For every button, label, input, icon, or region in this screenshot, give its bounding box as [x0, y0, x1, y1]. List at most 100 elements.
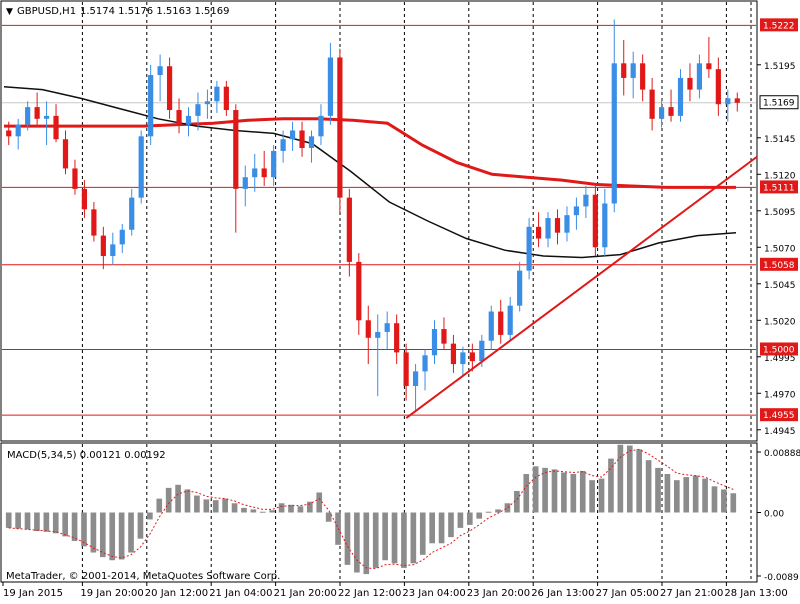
- macd-histogram-bar: [325, 512, 332, 522]
- macd-histogram-bar: [476, 512, 483, 519]
- trendline-segment: [405, 155, 758, 419]
- level-price-tag-label: 1.5222: [763, 21, 795, 31]
- candle-body: [545, 218, 551, 239]
- candle-body: [715, 69, 721, 105]
- macd-histogram-bar: [617, 444, 624, 513]
- candle-body: [602, 203, 608, 248]
- candle-body: [554, 218, 561, 233]
- candle-body: [498, 311, 504, 335]
- candle-body: [166, 66, 173, 111]
- candle-body: [223, 86, 229, 111]
- candle-body: [15, 124, 21, 137]
- x-tick-label: 22 Jan 12:00: [338, 588, 401, 599]
- candle-body: [204, 101, 211, 105]
- candle-body: [535, 226, 542, 239]
- macd-histogram-bar: [702, 478, 708, 513]
- candle-body: [583, 194, 589, 207]
- x-tick-label: 23 Jan 20:00: [467, 588, 530, 599]
- macd-histogram-bar: [24, 512, 31, 530]
- candle-body: [100, 235, 106, 257]
- x-tick-label: 19 Jan 20:00: [80, 588, 143, 599]
- x-tick-label: 26 Jan 13:00: [531, 588, 594, 599]
- y-tick-label: 1.5045: [764, 281, 796, 291]
- macd-histogram-bar: [128, 512, 134, 553]
- macd-histogram-bar: [504, 503, 511, 513]
- candle-body: [356, 261, 362, 321]
- macd-histogram-bar: [608, 458, 614, 513]
- price-axis: 1.5195 1.5145 1.5120 1.5095 1.5070 1.5045 1.50…: [757, 18, 799, 437]
- macd-histogram-bar: [598, 478, 605, 513]
- macd-y-tick-label: 0.00: [764, 510, 784, 520]
- candle-body: [611, 63, 617, 204]
- macd-histogram-bar: [118, 512, 125, 560]
- macd-histogram-bar: [711, 486, 718, 513]
- collapse-arrow-icon[interactable]: ▼: [6, 7, 13, 17]
- candle-body: [34, 107, 40, 119]
- y-tick-label: 1.5120: [764, 171, 796, 181]
- copyright-watermark: MetaTrader, © 2001-2014, MetaQuotes Soft…: [6, 571, 280, 582]
- candle-body: [479, 340, 485, 362]
- x-tick-label: 28 Jan 13:00: [724, 588, 787, 599]
- candlestick-series: [6, 19, 740, 411]
- candle-body: [422, 355, 428, 372]
- candle-body: [327, 57, 334, 116]
- trendline: [405, 155, 758, 419]
- macd-histogram-bar: [401, 512, 407, 568]
- candle-body: [129, 197, 135, 230]
- y-tick-label: 1.5095: [764, 208, 796, 218]
- y-tick-label: 1.5070: [764, 244, 796, 254]
- macd-histogram-bar: [297, 506, 304, 513]
- ma-black-line: [3, 85, 737, 259]
- macd-histogram-bar: [5, 512, 12, 528]
- macd-histogram-bar: [683, 477, 690, 513]
- macd-series: [5, 444, 737, 575]
- level-price-tag: [760, 408, 798, 422]
- candle-body: [734, 98, 740, 103]
- level-price-tag-label: 1.4955: [763, 411, 795, 421]
- macd-histogram-bar: [147, 512, 153, 520]
- candle-body: [460, 352, 466, 365]
- macd-histogram-bar: [288, 504, 294, 513]
- candle-body: [365, 320, 371, 338]
- candle-body: [488, 311, 494, 341]
- macd-histogram-bar: [165, 487, 172, 513]
- macd-histogram-bar: [344, 512, 351, 565]
- x-tick-label: 23 Jan 04:00: [402, 588, 465, 599]
- level-price-tag: [760, 180, 798, 194]
- candle-body: [403, 352, 409, 386]
- macd-histogram-bar: [382, 512, 388, 561]
- ma-red-line: [4, 117, 736, 189]
- candle-body: [517, 270, 523, 306]
- macd-histogram-bar: [43, 512, 50, 532]
- macd-histogram-bar: [438, 512, 445, 544]
- x-tick-label: 20 Jan 12:00: [145, 588, 208, 599]
- symbol-label: GBPUSD,H1: [17, 6, 76, 17]
- macd-histogram-bar: [15, 512, 21, 529]
- macd-histogram-bar: [664, 474, 671, 513]
- candle-body: [299, 130, 305, 148]
- macd-histogram-bar: [730, 493, 737, 513]
- macd-histogram-bar: [99, 512, 106, 558]
- y-tick-label: 1.4945: [764, 427, 796, 437]
- level-price-tag-label: 1.5058: [763, 261, 795, 271]
- candle-body: [687, 77, 693, 90]
- candle-body: [138, 136, 144, 198]
- macd-histogram-bar: [674, 480, 680, 513]
- macd-histogram-bar: [542, 467, 548, 513]
- candle-body: [110, 244, 116, 257]
- macd-histogram-bar: [448, 512, 454, 538]
- candle-body: [242, 177, 248, 189]
- candle-body: [157, 66, 163, 75]
- candle-body: [176, 110, 182, 125]
- candle-body: [649, 89, 655, 119]
- macd-histogram-bar: [269, 510, 276, 513]
- time-axis: 19 Jan 2015 19 Jan 20:00 20 Jan 12:00 21 Ja…: [2, 582, 788, 599]
- candle-body: [119, 229, 125, 245]
- macd-histogram-bar: [626, 445, 633, 513]
- current-price-tag-label: 1.5169: [763, 99, 795, 109]
- macd-histogram-bar: [636, 449, 643, 513]
- x-tick-label: 21 Jan 20:00: [274, 588, 337, 599]
- candle-body: [573, 206, 580, 216]
- macd-histogram-bar: [372, 512, 379, 568]
